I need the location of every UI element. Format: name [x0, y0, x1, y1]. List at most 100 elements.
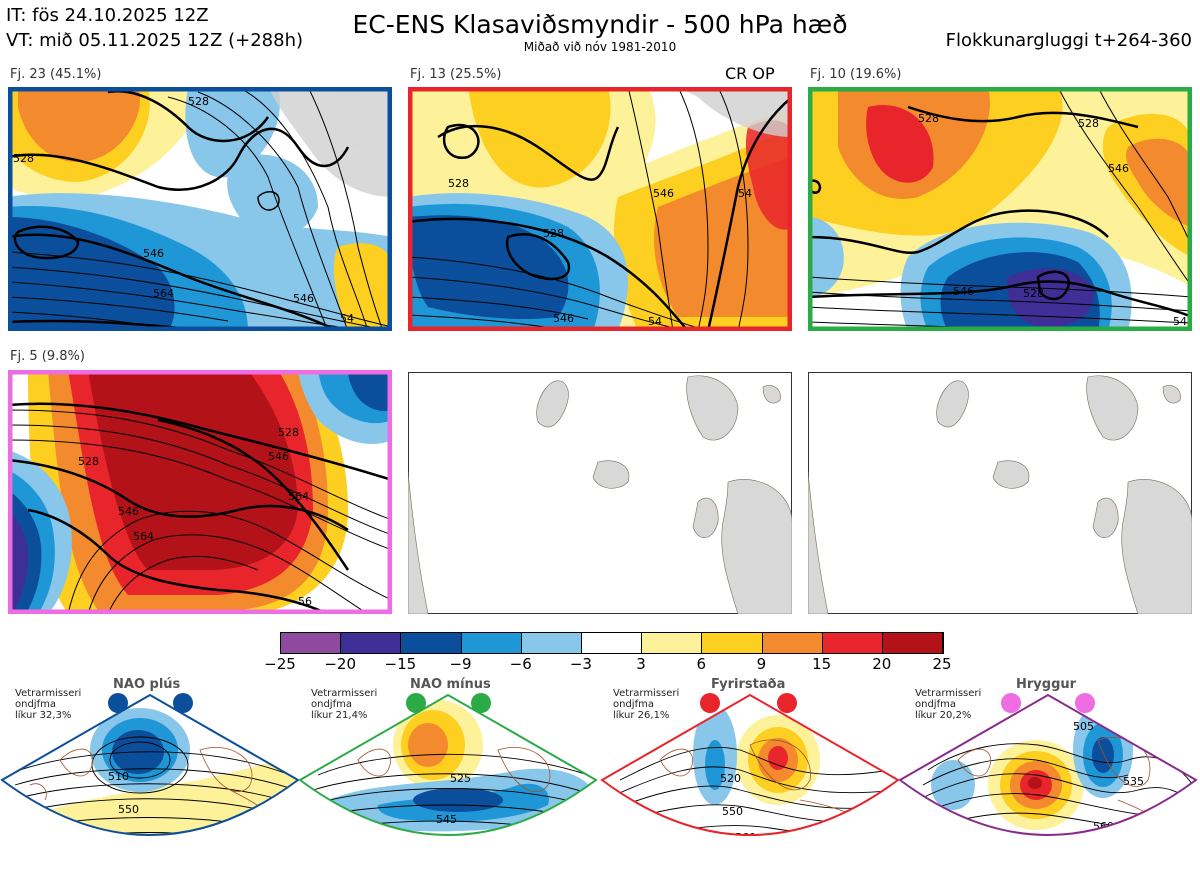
colorbar-tick-label: −3 [569, 655, 592, 673]
contour-label: 54 [340, 312, 354, 325]
panel-1-label: Fj. 23 (45.1%) [10, 67, 102, 82]
colorbar-segment [521, 633, 582, 653]
colorbar-segment [461, 633, 522, 653]
regime-4-marker [1075, 693, 1095, 713]
cluster-map-1: 528 546 564 546 528 54 [8, 87, 392, 331]
colorbar-tick-label: 25 [932, 655, 952, 673]
regime-4-marker [1001, 693, 1021, 713]
contour-label: 546 [268, 450, 289, 463]
colorbar-tick-label: 3 [636, 655, 646, 673]
contour-label: 546 [118, 505, 139, 518]
regime-4-map: 505 535 560 [898, 693, 1198, 836]
contour-label: 564 [153, 287, 174, 300]
panel-4-label: Fj. 5 (9.8%) [10, 349, 85, 364]
colorbar-tick-label: 9 [756, 655, 767, 673]
colorbar-segment [401, 633, 462, 653]
regime-2-info: Vetrarmisseri ondjfma líkur 21,4% [311, 688, 378, 721]
contour-label: 546 [553, 312, 574, 325]
contour-label: 546 [953, 285, 974, 298]
regime-4-name: Hryggur [1016, 677, 1077, 692]
panel-2-label: Fj. 13 (25.5%) [410, 67, 502, 82]
regime-1-marker [108, 693, 128, 713]
colorbar-tick-label: −15 [384, 655, 417, 673]
cluster-map-2: 528 528 546 546 54 54 [408, 87, 792, 331]
colorbar-segment [702, 633, 763, 653]
contour-label: 546 [293, 292, 314, 305]
contour-label: 546 [143, 247, 164, 260]
colorbar [280, 632, 944, 654]
regime-2-outline [298, 693, 598, 836]
contour-label: 54 [1173, 315, 1187, 328]
regime-1-map: 510 550 [0, 693, 300, 836]
regime-3-name: Fyrirstaða [711, 677, 786, 692]
page-subtitle: Miðað við nóv 1981-2010 [523, 40, 677, 54]
colorbar-segment [581, 633, 643, 653]
contour-label: 505 [1073, 720, 1094, 733]
classification-window: Flokkunargluggi t+264-360 [945, 30, 1192, 51]
contour-label: 520 [720, 772, 741, 785]
regime-1-info: Vetrarmisseri ondjfma líkur 32,3% [15, 688, 82, 721]
colorbar-tick-label: −6 [509, 655, 532, 673]
contour-label: 560 [735, 831, 756, 844]
contour-label: 56 [298, 595, 312, 608]
regime-1-outline [0, 693, 300, 836]
regime-1-name: NAO plús [113, 677, 181, 692]
contour-label: 525 [450, 772, 471, 785]
regime-3-marker [700, 693, 720, 713]
contour-label: 546 [653, 187, 674, 200]
colorbar-segment [882, 633, 944, 653]
contour-label: 528 [448, 177, 469, 190]
panel-2-tag: CR OP [725, 64, 775, 83]
contour-label: 528 [918, 112, 939, 125]
colorbar-tick-label: −20 [324, 655, 356, 673]
contour-label: 565 [446, 848, 467, 861]
contour-label: 550 [722, 805, 743, 818]
contour-label: 528 [278, 426, 299, 439]
colorbar-tick-label: −25 [264, 655, 296, 673]
regime-3-info: Vetrarmisseri ondjfma líkur 26,1% [613, 688, 680, 721]
panel-2-border [408, 87, 792, 331]
valid-time: VT: mið 05.11.2025 12Z (+288h) [6, 30, 304, 51]
regime-3-outline [600, 693, 900, 836]
contour-label: 528 [1023, 287, 1044, 300]
contour-label: 528 [543, 227, 564, 240]
contour-label: 54 [738, 187, 752, 200]
contour-label: 54 [648, 315, 662, 328]
colorbar-tick-label: 20 [872, 655, 892, 673]
contour-label: 535 [1123, 775, 1144, 788]
regime-2-marker [471, 693, 491, 713]
regime-1-marker [173, 693, 193, 713]
colorbar-segment [822, 633, 883, 653]
colorbar-ticks: −25 −20 −15 −9 −6 −3 3 6 9 15 20 25 [264, 655, 951, 675]
panel-4-border [8, 370, 392, 614]
colorbar-tick-label: −9 [449, 655, 472, 673]
contour-label: 546 [1108, 162, 1129, 175]
page-title: EC-ENS Klasaviðsmyndir - 500 hPa hæð [352, 10, 848, 39]
regime-4-outline [898, 693, 1198, 836]
colorbar-segment [642, 633, 703, 653]
contour-label: 545 [436, 813, 457, 826]
contour-label: 528 [188, 95, 209, 108]
colorbar-segment [762, 633, 823, 653]
colorbar-segment [281, 633, 342, 653]
colorbar-segment [341, 633, 402, 653]
contour-label: 528 [13, 152, 34, 165]
contour-label: 564 [288, 490, 309, 503]
cluster-map-4: 528 528 546 546 564 564 56 [8, 370, 392, 614]
contour-label: 550 [118, 803, 139, 816]
contour-label: 510 [108, 770, 129, 783]
empty-map-6 [808, 372, 1192, 614]
cluster-map-3: 528 528 546 546 528 54 [808, 87, 1192, 331]
regime-3-map: 520 550 560 [600, 693, 900, 844]
issue-time: IT: fös 24.10.2025 12Z [6, 5, 209, 26]
regime-2-name: NAO mínus [410, 677, 491, 692]
colorbar-tick-label: 6 [696, 655, 707, 673]
regime-3-marker [777, 693, 797, 713]
panel-3-border [808, 87, 1192, 331]
empty-map-5 [408, 372, 792, 614]
regime-2-marker [406, 693, 426, 713]
regime-2-map: 525 545 565 [298, 693, 598, 861]
regime-4-info: Vetrarmisseri ondjfma líkur 20,2% [915, 688, 982, 721]
contour-label: 564 [133, 530, 154, 543]
colorbar-tick-label: 15 [812, 655, 832, 673]
